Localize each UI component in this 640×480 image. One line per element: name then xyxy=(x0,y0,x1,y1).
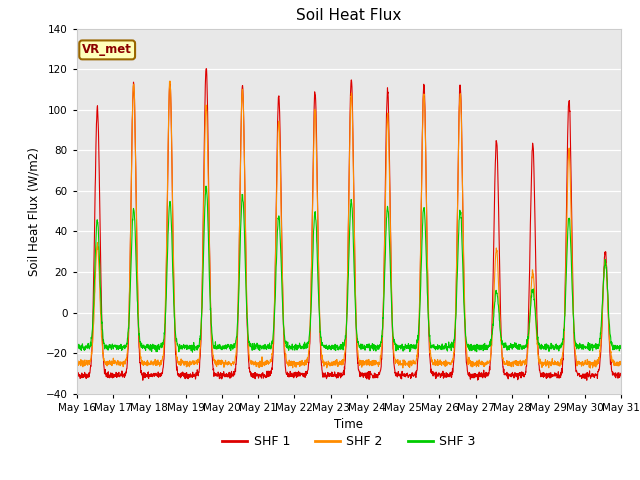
SHF 1 xyxy=(376,368,384,373)
SHF 1 xyxy=(365,371,372,377)
SHF 3 xyxy=(584,339,592,345)
SHF 1 xyxy=(584,371,592,377)
SHF 2 xyxy=(73,362,81,368)
SHF 1 xyxy=(202,66,210,72)
Legend: SHF 1, SHF 2, SHF 3: SHF 1, SHF 2, SHF 3 xyxy=(218,430,480,453)
SHF 3 xyxy=(570,311,577,317)
SHF 2 xyxy=(586,365,594,371)
Y-axis label: Soil Heat Flux (W/m2): Soil Heat Flux (W/m2) xyxy=(28,147,40,276)
SHF 2 xyxy=(569,293,577,299)
SHF 3 xyxy=(225,343,233,349)
SHF 3 xyxy=(365,342,372,348)
SHF 2 xyxy=(166,78,174,84)
Line: SHF 3: SHF 3 xyxy=(77,186,621,352)
SHF 1 xyxy=(73,372,81,377)
SHF 1 xyxy=(617,372,625,377)
SHF 2 xyxy=(225,361,232,367)
SHF 3 xyxy=(377,339,385,345)
SHF 3 xyxy=(202,183,210,189)
SHF 2 xyxy=(584,360,592,366)
Title: Soil Heat Flux: Soil Heat Flux xyxy=(296,9,401,24)
Line: SHF 1: SHF 1 xyxy=(77,69,621,380)
Text: VR_met: VR_met xyxy=(82,43,132,56)
SHF 2 xyxy=(376,353,384,359)
X-axis label: Time: Time xyxy=(334,418,364,431)
SHF 2 xyxy=(617,361,625,367)
SHF 1 xyxy=(225,370,232,376)
SHF 3 xyxy=(617,344,625,349)
SHF 1 xyxy=(583,377,591,383)
SHF 2 xyxy=(365,359,372,364)
SHF 1 xyxy=(569,288,577,293)
SHF 3 xyxy=(73,344,81,350)
SHF 2 xyxy=(507,362,515,368)
Line: SHF 2: SHF 2 xyxy=(77,81,621,368)
SHF 3 xyxy=(508,344,515,350)
SHF 3 xyxy=(189,349,196,355)
SHF 1 xyxy=(507,372,515,377)
